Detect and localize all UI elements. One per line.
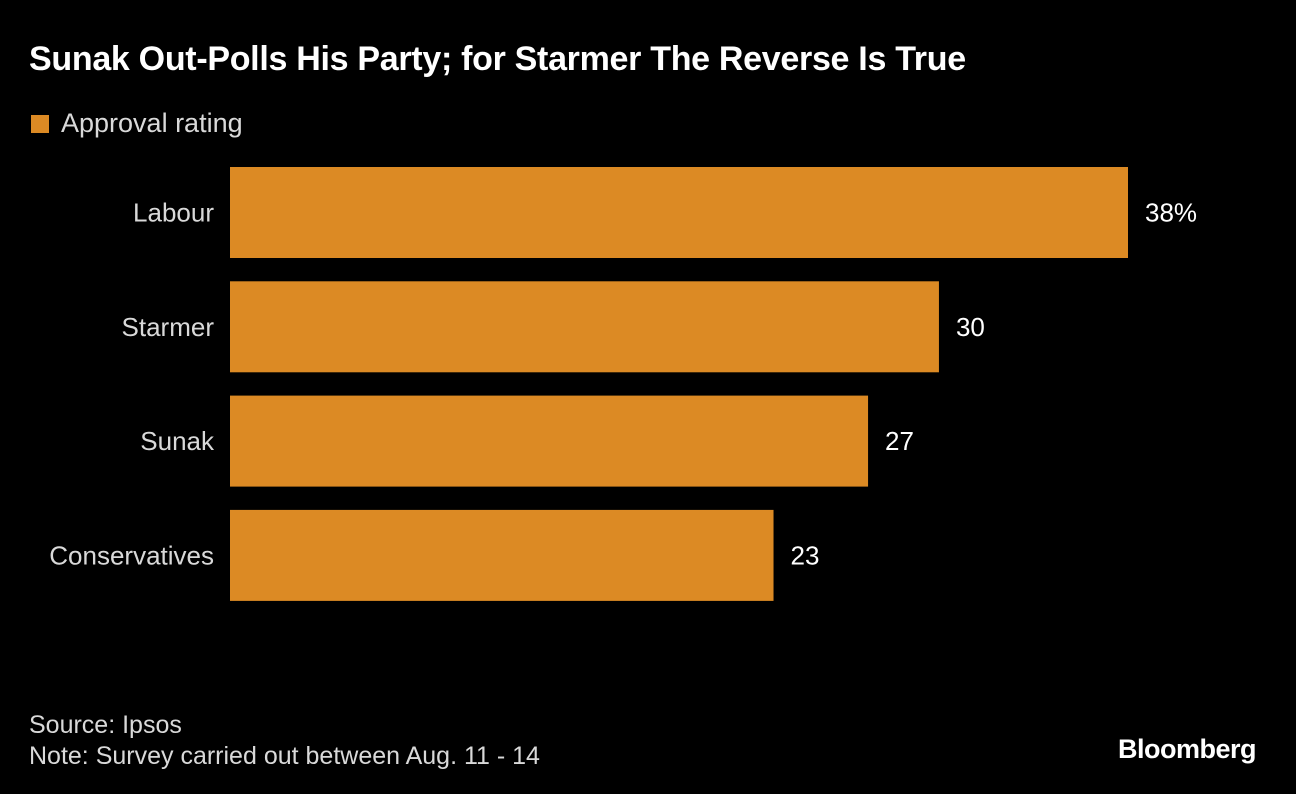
category-label-sunak: Sunak bbox=[140, 426, 215, 456]
category-label-conservatives: Conservatives bbox=[49, 540, 214, 570]
legend-swatch bbox=[31, 114, 49, 133]
category-label-starmer: Starmer bbox=[122, 312, 215, 342]
note-text: Note: Survey carried out between Aug. 11… bbox=[29, 742, 540, 770]
value-label-labour: 38% bbox=[1145, 198, 1197, 228]
chart-title: Sunak Out-Polls His Party; for Starmer T… bbox=[29, 40, 966, 78]
legend: Approval rating bbox=[31, 108, 243, 139]
legend-label: Approval rating bbox=[61, 108, 243, 138]
bar-starmer bbox=[230, 281, 939, 373]
bar-labour bbox=[230, 167, 1128, 258]
category-label-labour: Labour bbox=[133, 198, 214, 228]
bar-sunak bbox=[230, 395, 869, 487]
value-label-starmer: 30 bbox=[956, 312, 985, 342]
bar-conservatives bbox=[230, 509, 774, 601]
source-text: Source: Ipsos bbox=[29, 711, 182, 739]
value-label-conservatives: 23 bbox=[791, 540, 820, 570]
value-label-sunak: 27 bbox=[885, 426, 914, 456]
footer-notes: Source: Ipsos Note: Survey carried out b… bbox=[29, 710, 540, 772]
bloomberg-logo: Bloomberg bbox=[1117, 734, 1257, 764]
